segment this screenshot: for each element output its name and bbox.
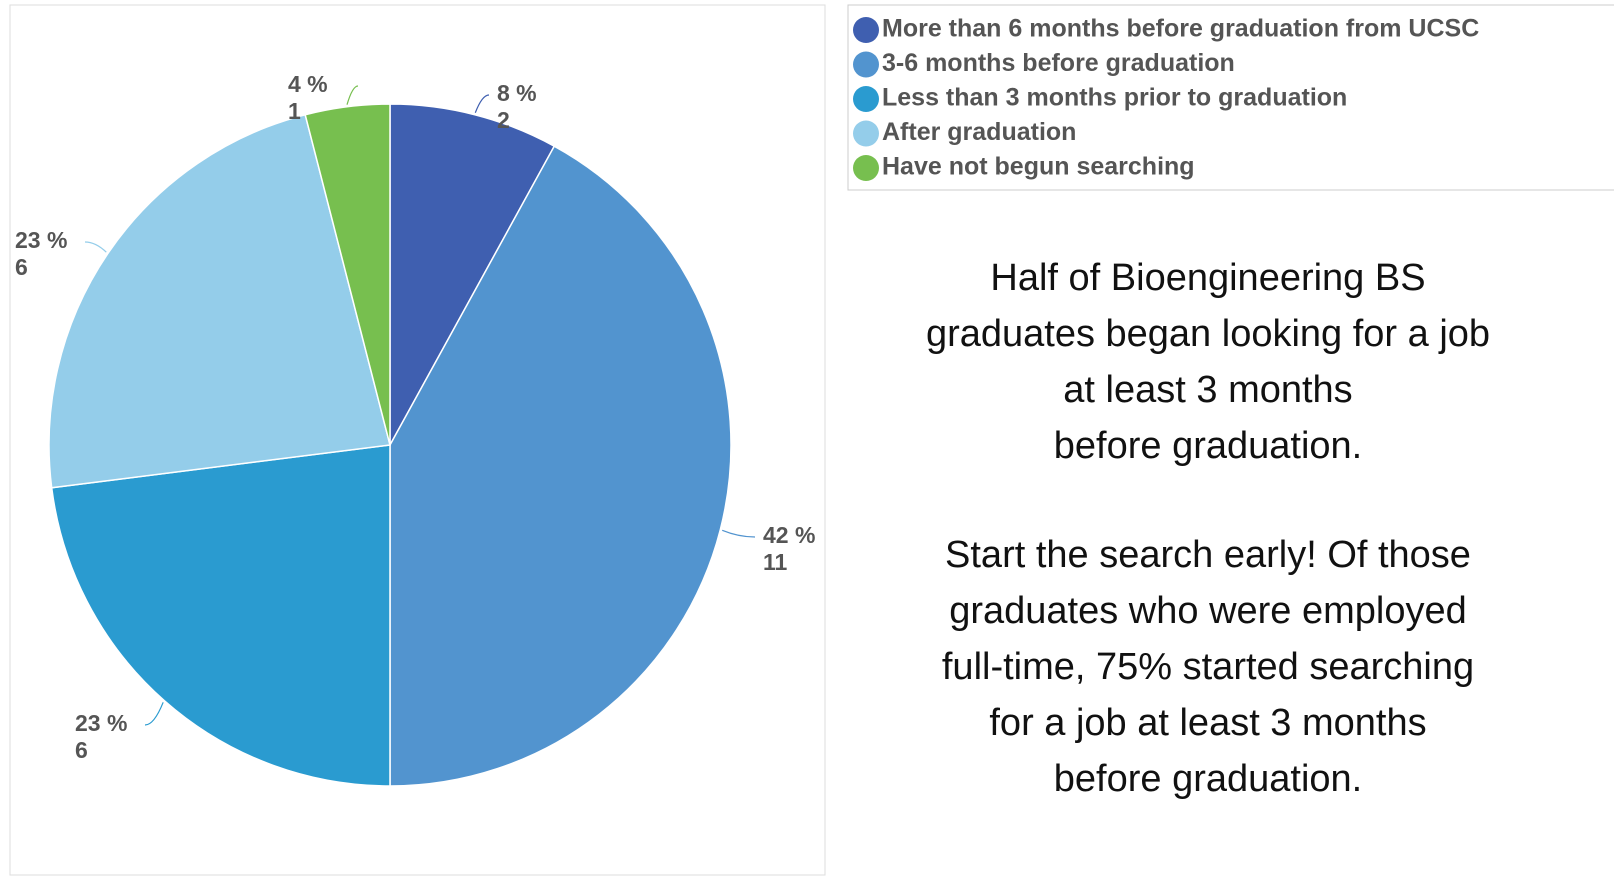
data-label: 23 % <box>15 227 67 253</box>
pie-slice <box>389 145 732 787</box>
note-line: for a job at least 3 months <box>989 702 1426 744</box>
legend-swatch <box>853 120 879 147</box>
legend-swatch <box>853 51 879 78</box>
legend-swatch <box>853 155 879 181</box>
leader-line <box>721 529 756 538</box>
legend-label: Less than 3 months prior to graduation <box>882 84 1347 112</box>
pie-slice <box>389 103 556 446</box>
data-label: 42 % <box>763 522 815 548</box>
note-line: full-time, 75% started searching <box>942 646 1474 688</box>
leader-line <box>346 85 359 105</box>
count-label: 11 <box>763 549 788 575</box>
data-label: 23 % <box>75 710 127 736</box>
note-line: Start the search early! Of those <box>945 534 1471 576</box>
pie-slice <box>50 444 391 787</box>
legend-label: 3-6 months before graduation <box>882 49 1235 77</box>
note-line: graduates began looking for a job <box>926 313 1490 355</box>
leader-line <box>474 94 490 113</box>
legend-swatch <box>853 17 879 43</box>
legend-label: After graduation <box>882 118 1076 146</box>
count-label: 6 <box>75 737 88 763</box>
leader-line <box>144 702 164 726</box>
leader-line <box>84 241 107 253</box>
pie-slice <box>48 113 391 489</box>
legend: More than 6 months before graduation fro… <box>853 15 1479 181</box>
data-label: 4 % <box>288 71 328 97</box>
note-line: before graduation. <box>1054 425 1362 467</box>
data-label: 8 % <box>497 80 537 106</box>
count-label: 2 <box>497 107 510 133</box>
legend-label: Have not begun searching <box>882 153 1195 181</box>
note-line: before graduation. <box>1054 758 1362 800</box>
count-label: 6 <box>15 254 28 280</box>
note-line: Half of Bioengineering BS <box>990 257 1425 299</box>
count-label: 1 <box>288 98 301 124</box>
note-line: graduates who were employed <box>949 590 1467 632</box>
note-line: at least 3 months <box>1063 369 1352 411</box>
pie-slice <box>304 103 391 446</box>
notes: Half of Bioengineering BS graduates began… <box>926 257 1490 800</box>
legend-label: More than 6 months before graduation fro… <box>882 15 1479 43</box>
legend-swatch <box>853 86 879 112</box>
legend-frame <box>847 4 1614 191</box>
